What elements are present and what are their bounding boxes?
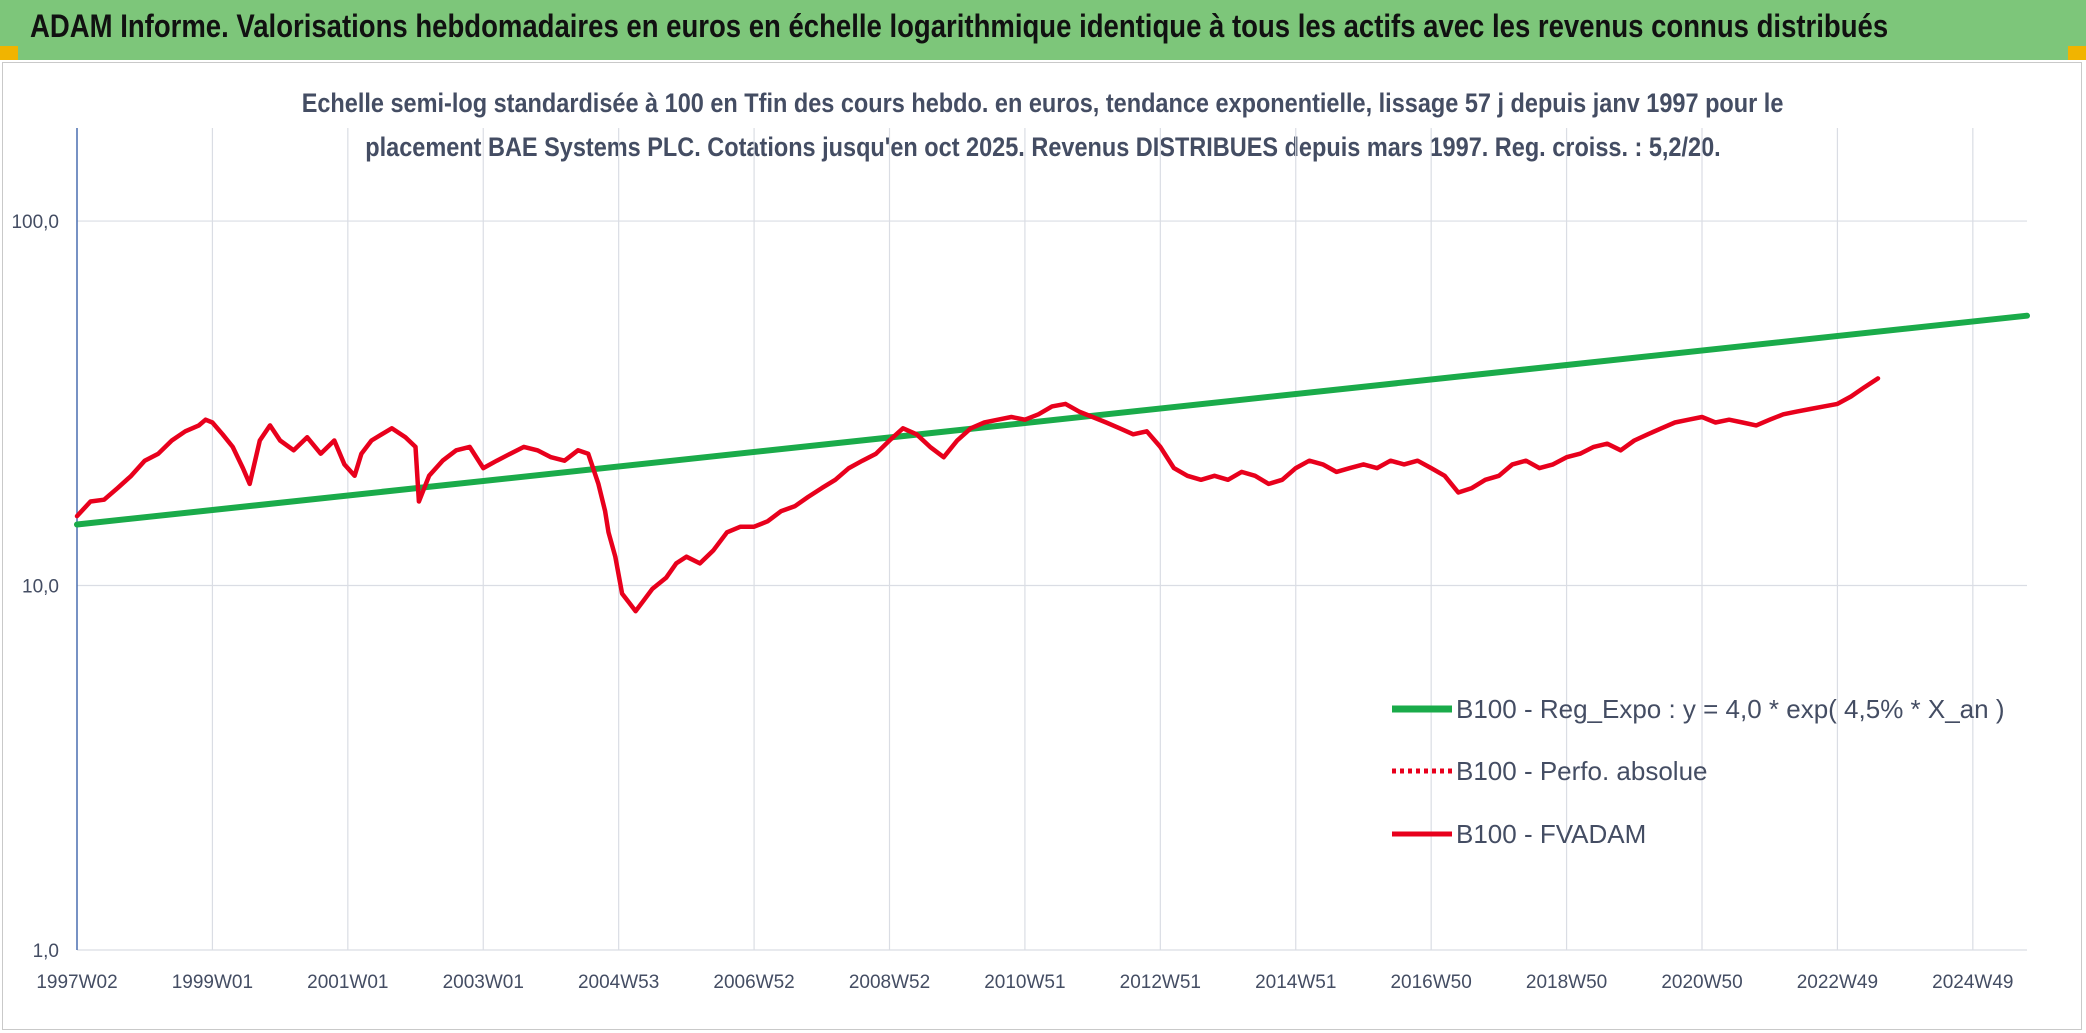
trend-line-series	[74, 312, 2030, 528]
x-tick-label: 2014W51	[1255, 972, 1336, 993]
x-tick-label: 2012W51	[1120, 972, 1201, 993]
x-tick-label: 1997W02	[36, 972, 117, 993]
x-tick-label: 1999W01	[172, 972, 253, 993]
x-tick-label: 2018W50	[1526, 972, 1607, 993]
legend-entry-label: B100 - Perfo. absolue	[1456, 756, 1708, 786]
y-tick-label: 1,0	[33, 941, 59, 962]
x-tick-label: 2022W49	[1797, 972, 1878, 993]
x-tick-label: 2008W52	[849, 972, 930, 993]
legend-entry-label: B100 - FVADAM	[1456, 819, 1646, 849]
x-tick-label: 2016W50	[1390, 972, 1471, 993]
x-tick-label: 2010W51	[984, 972, 1065, 993]
corner-marker-left	[0, 46, 18, 60]
x-tick-label: 2006W52	[713, 972, 794, 993]
chart-title-line-1: Echelle semi-log standardisée à 100 en T…	[302, 88, 1784, 118]
legend-entry-label: B100 - Reg_Expo : y = 4,0 * exp( 4,5% * …	[1456, 694, 2005, 724]
x-tick-label: 2024W49	[1932, 972, 2013, 993]
x-tick-label: 2001W01	[307, 972, 388, 993]
x-tick-label: 2020W50	[1661, 972, 1742, 993]
y-tick-label: 100,0	[11, 212, 59, 233]
report-banner: ADAM Informe. Valorisations hebdomadaire…	[0, 0, 2086, 60]
chart-frame	[2, 62, 2082, 1030]
x-tick-label: 2003W01	[443, 972, 524, 993]
fvadam-series	[74, 376, 1881, 614]
report-title: ADAM Informe. Valorisations hebdomadaire…	[30, 8, 1889, 44]
x-tick-label: 2004W53	[578, 972, 659, 993]
y-tick-label: 10,0	[22, 577, 59, 598]
chart-title-line-2: placement BAE Systems PLC. Cotations jus…	[365, 132, 1721, 162]
corner-marker-right	[2068, 46, 2086, 60]
